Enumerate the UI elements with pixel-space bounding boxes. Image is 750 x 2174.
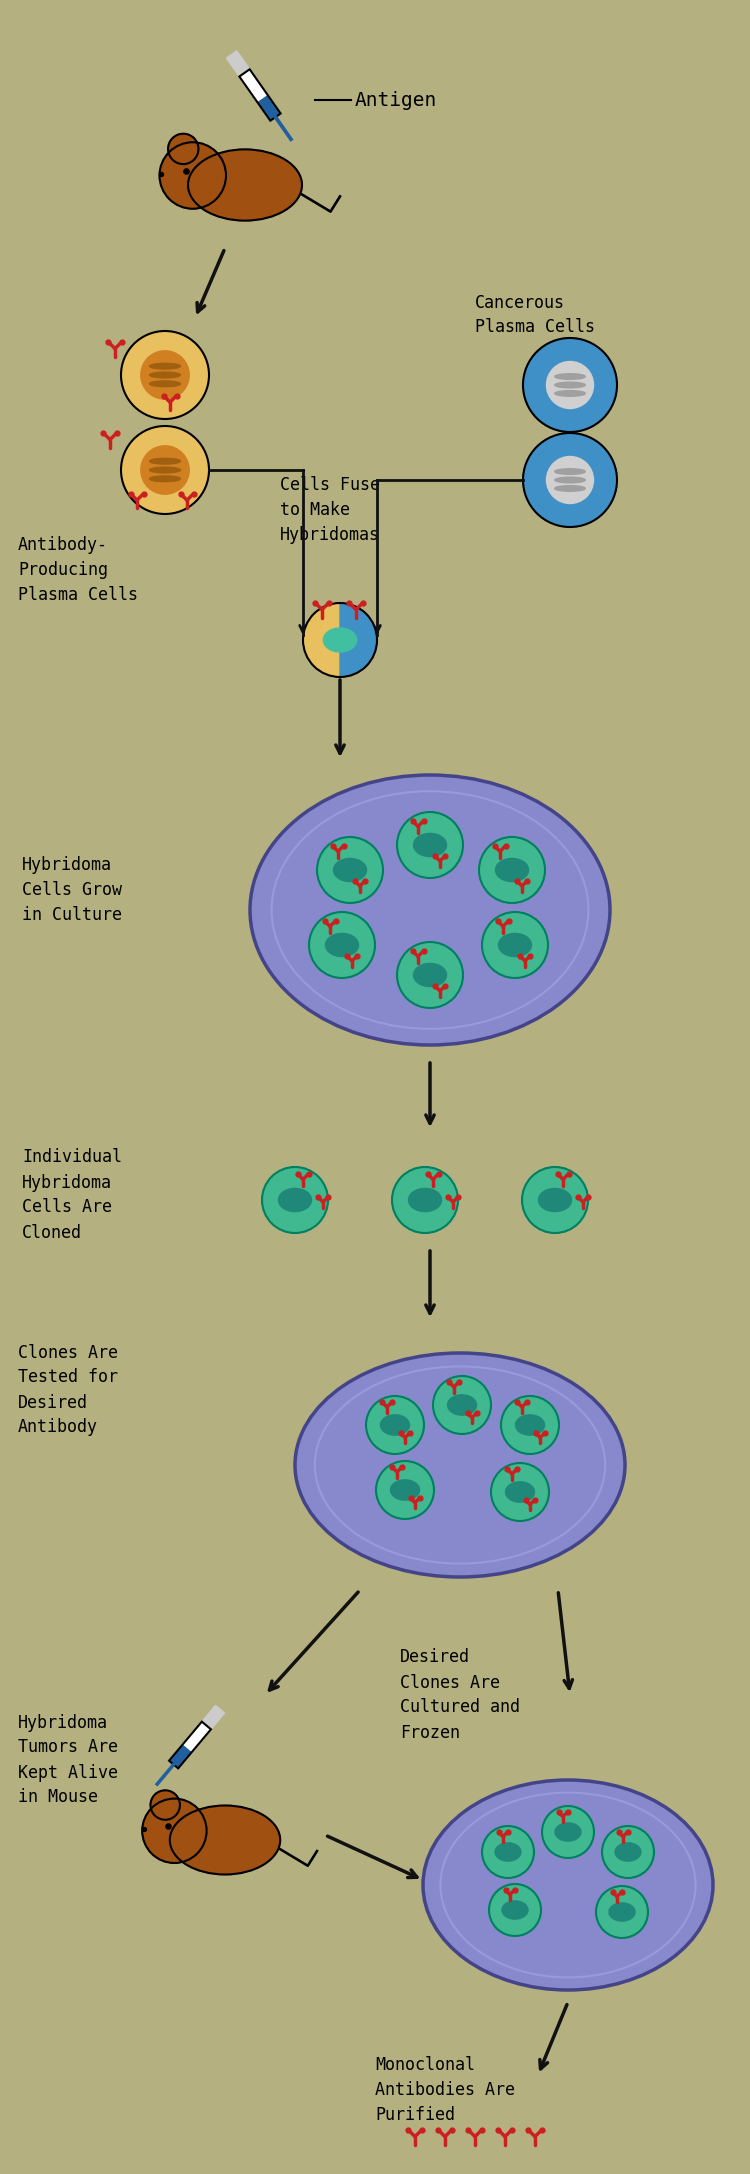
Text: Clones Are
Tested for
Desired
Antibody: Clones Are Tested for Desired Antibody bbox=[18, 1344, 118, 1437]
Circle shape bbox=[523, 337, 617, 433]
Ellipse shape bbox=[326, 933, 358, 957]
Polygon shape bbox=[239, 70, 280, 122]
Circle shape bbox=[141, 350, 189, 400]
Circle shape bbox=[542, 1807, 594, 1859]
Circle shape bbox=[547, 457, 593, 504]
Ellipse shape bbox=[448, 1396, 476, 1415]
Ellipse shape bbox=[391, 1480, 419, 1500]
Polygon shape bbox=[202, 1704, 224, 1728]
Ellipse shape bbox=[555, 1824, 581, 1841]
Ellipse shape bbox=[496, 859, 529, 880]
Circle shape bbox=[397, 941, 463, 1009]
Ellipse shape bbox=[413, 833, 446, 857]
Polygon shape bbox=[226, 50, 250, 76]
Circle shape bbox=[309, 913, 375, 978]
Ellipse shape bbox=[149, 467, 181, 474]
Text: Monoclonal
Antibodies Are
Purified: Monoclonal Antibodies Are Purified bbox=[375, 2057, 515, 2124]
Circle shape bbox=[596, 1887, 648, 1937]
Text: Desired
Clones Are
Cultured and
Frozen: Desired Clones Are Cultured and Frozen bbox=[400, 1648, 520, 1741]
Circle shape bbox=[262, 1167, 328, 1233]
Ellipse shape bbox=[413, 963, 446, 987]
Text: Antigen: Antigen bbox=[355, 91, 437, 109]
Polygon shape bbox=[169, 1722, 211, 1767]
Circle shape bbox=[433, 1376, 491, 1435]
Circle shape bbox=[482, 913, 548, 978]
Ellipse shape bbox=[502, 1900, 528, 1920]
Circle shape bbox=[141, 446, 189, 493]
Wedge shape bbox=[340, 602, 377, 676]
Text: Hybridoma
Cells Grow
in Culture: Hybridoma Cells Grow in Culture bbox=[22, 857, 122, 924]
Circle shape bbox=[489, 1885, 541, 1937]
Ellipse shape bbox=[250, 774, 610, 1046]
Ellipse shape bbox=[295, 1352, 625, 1576]
Circle shape bbox=[602, 1826, 654, 1878]
Circle shape bbox=[376, 1461, 434, 1520]
Circle shape bbox=[397, 813, 463, 878]
Ellipse shape bbox=[555, 391, 585, 396]
Polygon shape bbox=[170, 1746, 190, 1767]
Ellipse shape bbox=[278, 1189, 311, 1211]
Text: Cancerous
Plasma Cells: Cancerous Plasma Cells bbox=[475, 293, 595, 337]
Ellipse shape bbox=[409, 1189, 442, 1211]
Ellipse shape bbox=[380, 1415, 410, 1435]
Circle shape bbox=[142, 1798, 206, 1863]
Text: Individual
Hybridoma
Cells Are
Cloned: Individual Hybridoma Cells Are Cloned bbox=[22, 1148, 122, 1241]
Circle shape bbox=[491, 1463, 549, 1522]
Ellipse shape bbox=[555, 476, 585, 483]
Text: Cells Fuse
to Make
Hybridomas: Cells Fuse to Make Hybridomas bbox=[280, 476, 380, 544]
Ellipse shape bbox=[170, 1804, 280, 1874]
Circle shape bbox=[366, 1396, 424, 1454]
Ellipse shape bbox=[555, 383, 585, 387]
Circle shape bbox=[482, 1826, 534, 1878]
Circle shape bbox=[151, 1791, 180, 1820]
Ellipse shape bbox=[334, 859, 367, 880]
Ellipse shape bbox=[149, 459, 181, 463]
Ellipse shape bbox=[149, 380, 181, 387]
Circle shape bbox=[547, 361, 593, 409]
Circle shape bbox=[160, 141, 226, 209]
Ellipse shape bbox=[149, 363, 181, 370]
Ellipse shape bbox=[506, 1483, 535, 1502]
Circle shape bbox=[522, 1167, 588, 1233]
Circle shape bbox=[479, 837, 545, 902]
Text: Antibody-
Producing
Plasma Cells: Antibody- Producing Plasma Cells bbox=[18, 537, 138, 604]
Ellipse shape bbox=[515, 1415, 544, 1435]
Circle shape bbox=[501, 1396, 559, 1454]
Text: Hybridoma
Tumors Are
Kept Alive
in Mouse: Hybridoma Tumors Are Kept Alive in Mouse bbox=[18, 1713, 118, 1807]
Ellipse shape bbox=[499, 933, 532, 957]
Polygon shape bbox=[259, 96, 280, 120]
Circle shape bbox=[121, 330, 209, 420]
Ellipse shape bbox=[555, 485, 585, 491]
Ellipse shape bbox=[555, 374, 585, 378]
Wedge shape bbox=[303, 602, 340, 676]
Ellipse shape bbox=[149, 372, 181, 378]
Circle shape bbox=[168, 133, 199, 163]
Circle shape bbox=[317, 837, 383, 902]
Ellipse shape bbox=[149, 476, 181, 483]
Ellipse shape bbox=[538, 1189, 572, 1211]
Circle shape bbox=[392, 1167, 458, 1233]
Ellipse shape bbox=[423, 1781, 713, 1989]
Ellipse shape bbox=[555, 470, 585, 474]
Circle shape bbox=[523, 433, 617, 526]
Ellipse shape bbox=[615, 1844, 641, 1861]
Ellipse shape bbox=[188, 150, 302, 220]
Ellipse shape bbox=[323, 628, 357, 652]
Ellipse shape bbox=[609, 1902, 635, 1922]
Ellipse shape bbox=[495, 1844, 521, 1861]
Circle shape bbox=[121, 426, 209, 513]
